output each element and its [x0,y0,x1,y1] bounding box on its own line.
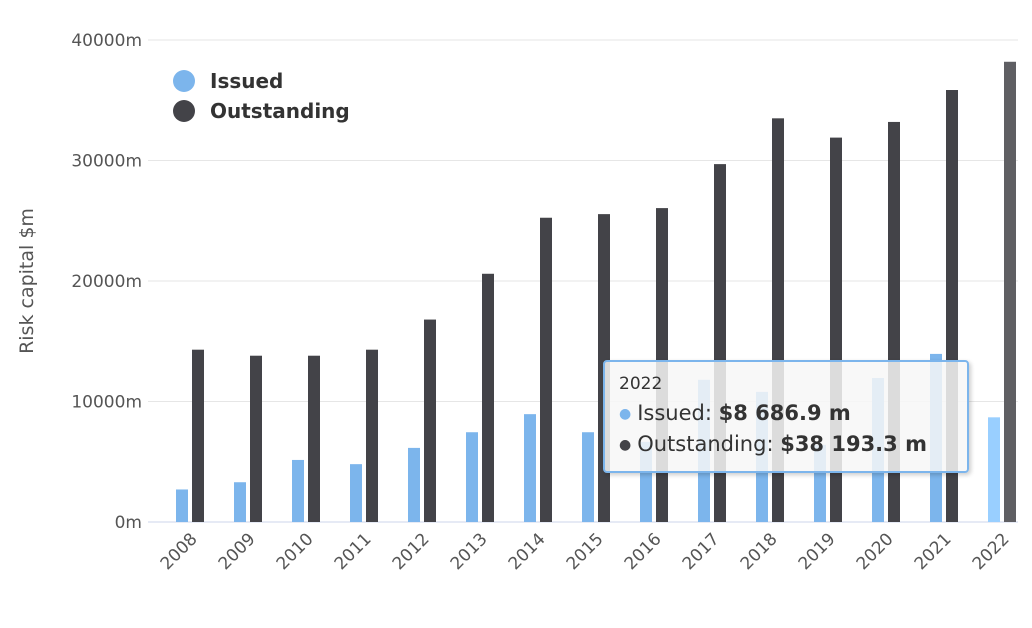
tooltip-value: $38 193.3 m [780,432,927,456]
bar-outstanding-2022 [1004,61,1016,522]
bar-outstanding-2014 [540,217,552,523]
bar-outstanding-2010 [308,355,320,522]
tooltip-header: 2022 [619,374,663,394]
bar-issued-2011 [350,464,362,522]
bar-outstanding-2008 [192,349,204,522]
x-tick-label: 2015 [563,529,608,574]
y-axis-title: Risk capital $m [16,208,38,354]
legend-issued: Issued [210,69,283,93]
x-tick-label: 2013 [447,529,492,574]
legend-outstanding-icon [173,100,195,122]
y-tick-label: 20000m [71,272,142,292]
x-tick-label: 2010 [273,529,318,574]
bar-issued-2012 [408,447,420,522]
x-tick-label: 2020 [853,529,898,574]
y-tick-label: 0m [115,513,142,533]
tooltip-value: $8 686.9 m [718,401,851,425]
outstanding-dot-icon: ● [619,437,632,453]
tooltip-label: Issued: [637,401,719,425]
x-tick-label: 2012 [389,529,434,574]
bar-issued-2014 [524,414,536,522]
bar-outstanding-2013 [482,273,494,522]
bar-issued-2013 [466,432,478,522]
bar-outstanding-2011 [366,349,378,522]
bar-issued-2009 [234,482,246,522]
x-tick-label: 2014 [505,529,550,574]
y-tick-label: 40000m [71,31,142,51]
x-tick-label: 2017 [679,529,724,574]
bar-issued-2022 [988,417,1000,522]
x-tick-label: 2011 [331,529,376,574]
bar-outstanding-2009 [250,355,262,522]
y-tick-label: 10000m [71,393,142,413]
x-tick-label: 2021 [911,529,956,574]
tooltip-row-outstanding: ● Outstanding: $38 193.3 m [619,429,953,460]
bar-issued-2008 [176,489,188,522]
legend-issued-icon [173,70,195,92]
x-tick-label: 2018 [737,529,782,574]
x-tick-label: 2019 [795,529,840,574]
tooltip-label: Outstanding: [637,432,781,456]
x-tick-label: 2009 [215,529,260,574]
x-tick-label: 2016 [621,529,666,574]
tooltip-row-issued: ● Issued: $8 686.9 m [619,398,953,429]
issued-dot-icon: ● [619,406,632,422]
bar-issued-2015 [582,432,594,522]
tooltip: 2022 ● Issued: $8 686.9 m ● Outstanding: $… [603,360,969,473]
bar-issued-2010 [292,459,304,522]
x-tick-label: 2022 [969,529,1014,574]
x-tick-label: 2008 [157,529,202,574]
bar-outstanding-2012 [424,319,436,522]
y-tick-label: 30000m [71,152,142,172]
legend-outstanding: Outstanding [210,99,350,123]
